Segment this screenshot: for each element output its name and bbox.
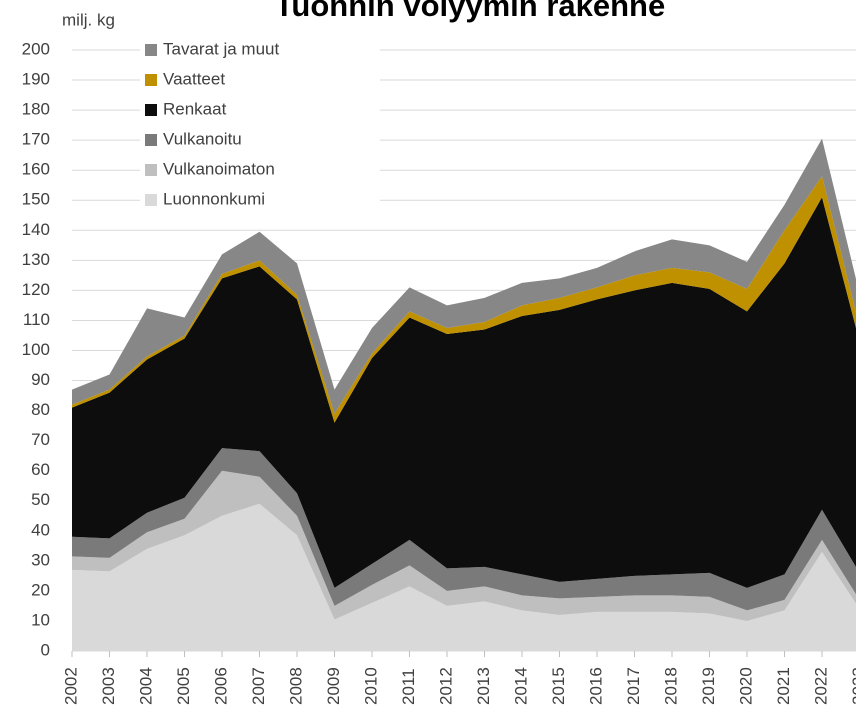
y-tick-label: 170 [22, 130, 50, 149]
x-tick-label: 2002 [61, 667, 80, 705]
y-tick-label: 30 [31, 550, 50, 569]
area [72, 197, 856, 588]
x-tick-label: 2019 [699, 667, 718, 705]
x-tick-label: 2008 [286, 667, 305, 705]
y-axis-label: milj. kg [62, 10, 115, 29]
legend-label: Vulkanoitu [163, 129, 242, 148]
y-tick-label: 110 [23, 310, 50, 329]
area [72, 470, 856, 621]
y-tick-label: 50 [31, 490, 50, 509]
x-tick-label: 2022 [811, 667, 830, 705]
area [72, 448, 856, 611]
x-tick-label: 2013 [474, 667, 493, 705]
y-tick-label: 70 [31, 430, 50, 449]
x-tick-label: 2016 [586, 667, 605, 705]
chart-title: Tuonnin volyymin rakenne [275, 0, 665, 23]
y-tick-label: 20 [31, 580, 50, 599]
x-tick-label: 2023 [849, 667, 856, 705]
x-tick-label: 2005 [174, 667, 193, 705]
legend-swatch [145, 44, 157, 56]
legend-swatch [145, 74, 157, 86]
x-tick-label: 2010 [361, 667, 380, 705]
legend-swatch [145, 134, 157, 146]
legend: Luonnonkumi Vulkanoimaton Vulkanoitu Renkaa… [140, 36, 380, 216]
x-tick-label: 2021 [774, 667, 793, 705]
legend-background [140, 36, 380, 216]
x-tick-label: 2017 [624, 667, 643, 705]
x-tick-label: 2007 [249, 667, 268, 705]
y-tick-label: 160 [22, 160, 50, 179]
y-tick-label: 150 [22, 190, 50, 209]
y-tick-label: 0 [41, 640, 50, 659]
y-tick-label: 60 [31, 460, 50, 479]
x-tick-label: 2006 [211, 667, 230, 705]
x-tick-label: 2011 [399, 668, 418, 705]
y-tick-label: 140 [22, 220, 50, 239]
x-tick-label: 2018 [661, 667, 680, 705]
legend-label: Vulkanoimaton [163, 159, 275, 178]
legend-label: Renkaat [163, 99, 227, 118]
legend-label: Luonnonkumi [163, 189, 265, 208]
y-tick-label: 120 [22, 280, 50, 299]
y-tick-label: 200 [22, 39, 50, 58]
x-tick-label: 2014 [511, 667, 530, 705]
y-tick-label: 130 [22, 250, 50, 269]
x-tick-label: 2003 [99, 667, 118, 705]
x-tick-label: 2020 [736, 667, 755, 705]
x-tick-label: 2015 [549, 667, 568, 705]
y-tick-label: 40 [31, 520, 50, 539]
area [72, 503, 856, 651]
legend-label: Tavarat ja muut [163, 39, 279, 58]
legend-swatch [145, 104, 157, 116]
legend-swatch [145, 164, 157, 176]
y-tick-label: 10 [31, 610, 50, 629]
x-tick-label: 2009 [324, 667, 343, 705]
legend-swatch [145, 194, 157, 206]
y-tick-label: 90 [31, 370, 50, 389]
y-tick-label: 180 [22, 100, 50, 119]
y-tick-label: 100 [22, 340, 50, 359]
y-tick-label: 190 [22, 70, 50, 89]
legend-label: Vaatteet [163, 69, 225, 88]
x-tick-label: 2012 [436, 667, 455, 705]
y-tick-label: 80 [31, 400, 50, 419]
x-tick-label: 2004 [136, 667, 155, 705]
